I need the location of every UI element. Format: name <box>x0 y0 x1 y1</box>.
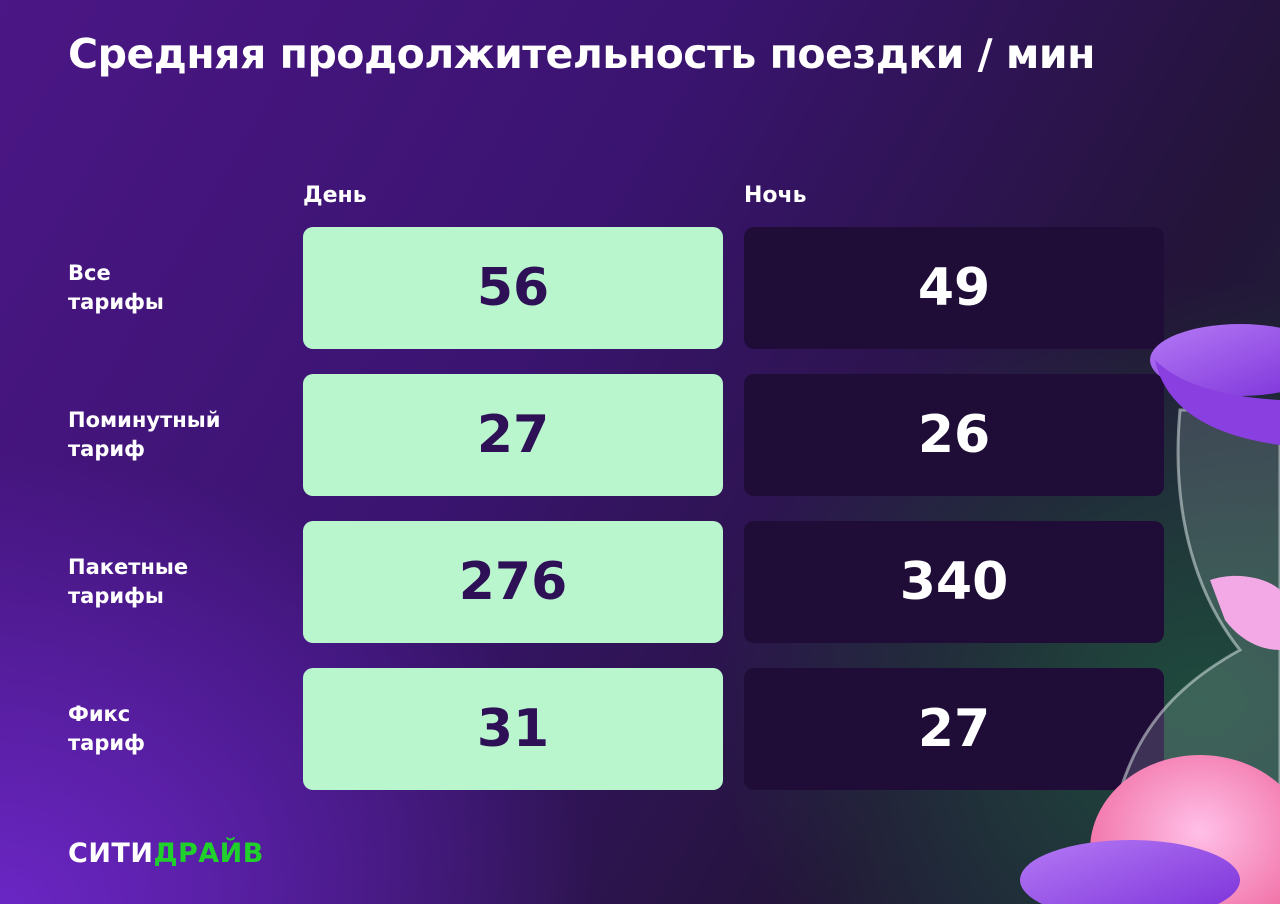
logo-part2: ДРАЙВ <box>153 838 264 869</box>
row-label: Фикс тариф <box>68 700 145 758</box>
row-label: Поминутный тариф <box>68 406 220 464</box>
night-value-cell: 340 <box>744 521 1164 643</box>
day-value-cell: 276 <box>303 521 723 643</box>
row-label-line1: Пакетные <box>68 555 189 579</box>
row-label-line2: тарифы <box>68 584 164 608</box>
day-value-cell: 56 <box>303 227 723 349</box>
logo: СИТИДРАЙВ <box>68 838 264 869</box>
page-title: Средняя продолжительность поездки / мин <box>68 30 1095 78</box>
row-label: Пакетные тарифы <box>68 553 188 611</box>
night-value-cell: 26 <box>744 374 1164 496</box>
day-value-cell: 27 <box>303 374 723 496</box>
row-label: Все тарифы <box>68 259 164 317</box>
row-label-line2: тариф <box>68 437 145 461</box>
row-label-line1: Все <box>68 261 111 285</box>
column-header-night: Ночь <box>744 183 807 208</box>
hourglass-icon <box>1020 324 1280 904</box>
row-label-line2: тарифы <box>68 290 164 314</box>
night-value-cell: 27 <box>744 668 1164 790</box>
column-header-day: День <box>303 183 367 208</box>
night-value-cell: 49 <box>744 227 1164 349</box>
row-label-line2: тариф <box>68 731 145 755</box>
logo-part1: СИТИ <box>68 838 154 869</box>
day-value-cell: 31 <box>303 668 723 790</box>
row-label-line1: Поминутный <box>68 408 221 432</box>
row-label-line1: Фикс <box>68 702 131 726</box>
